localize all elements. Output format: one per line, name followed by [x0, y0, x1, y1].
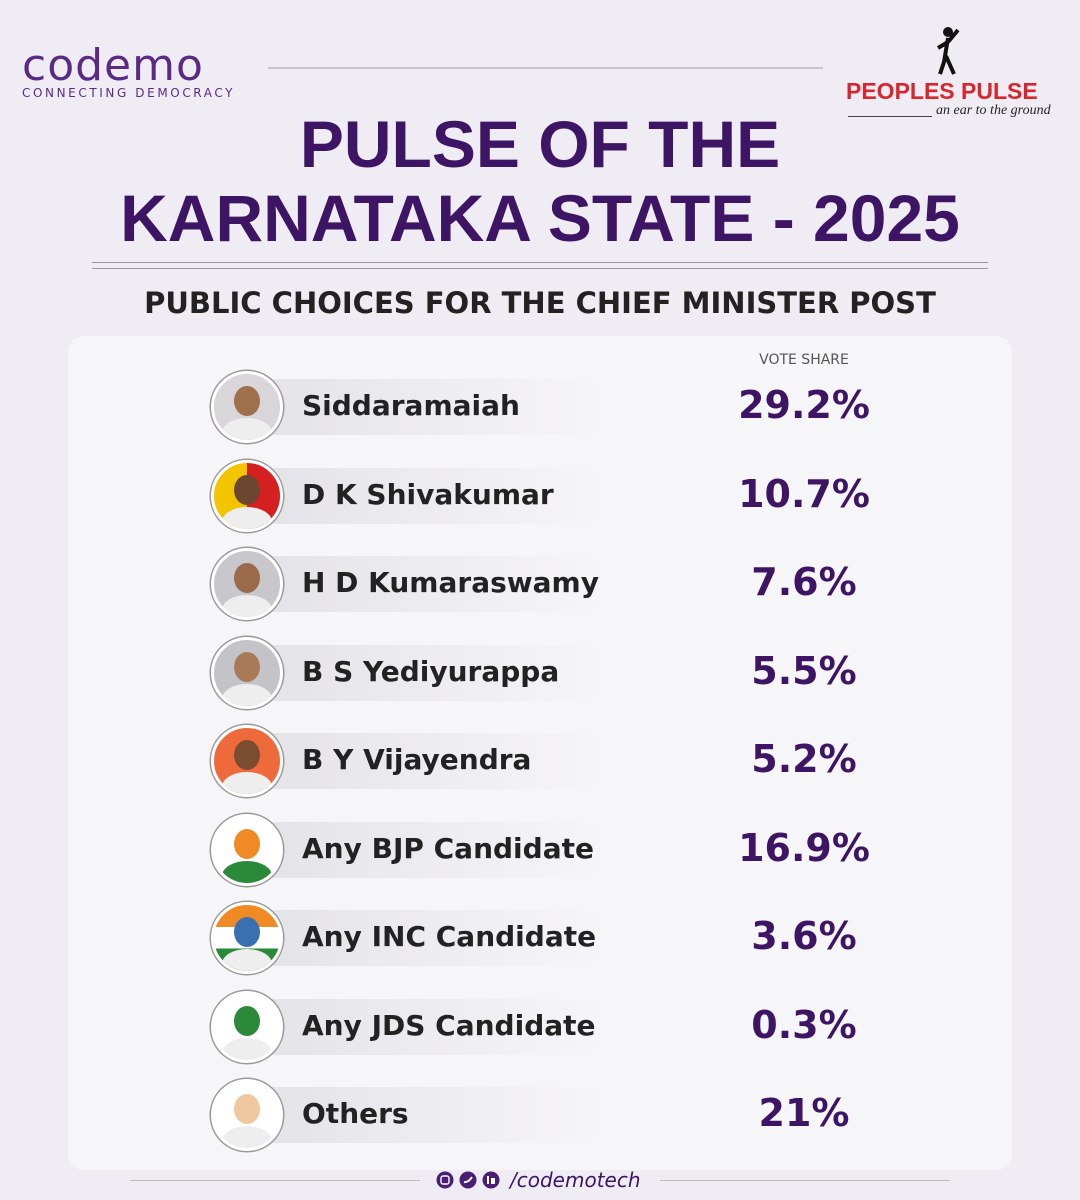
social-handle: /codemotech: [510, 1168, 641, 1192]
avatar-figure: [222, 949, 272, 971]
column-header: VOTE SHARE: [759, 352, 849, 368]
title-line: PULSE OF THE: [299, 107, 781, 181]
row-pill: [262, 467, 602, 524]
vote-share: 5.2%: [751, 737, 857, 781]
vote-share: 5.5%: [751, 648, 857, 693]
row-pill: [262, 821, 602, 878]
candidate-name: Any BJP Candidate: [302, 831, 594, 865]
row-pill: [262, 379, 602, 435]
candidate-name: Siddaramaiah: [302, 389, 520, 422]
vote-share: 0.3%: [751, 1002, 857, 1047]
candidate-name: Others: [302, 1097, 409, 1130]
candidate-name: B Y Vijayendra: [302, 743, 532, 776]
social-icons: [436, 1171, 500, 1189]
avatar: [211, 1079, 283, 1151]
vote-share: 21%: [758, 1091, 850, 1135]
row-pill: [262, 1087, 602, 1143]
avatar-figure: [222, 772, 272, 794]
divider: [92, 262, 988, 269]
avatar: [211, 548, 283, 620]
title-line: KARNATAKA STATE - 2025: [120, 181, 960, 255]
candidate-name: Any INC Candidate: [302, 920, 597, 953]
vote-share: 3.6%: [751, 914, 857, 958]
avatar-figure: [234, 1094, 260, 1124]
divider: [660, 1180, 950, 1181]
avatar-figure: [234, 651, 260, 682]
vote-share: 10.7%: [738, 471, 870, 516]
vote-share: 29.2%: [738, 383, 870, 427]
row-pill: [262, 733, 602, 789]
partner-icon: [936, 27, 960, 75]
row-pill: [262, 910, 602, 966]
avatar: [211, 902, 283, 974]
divider: [130, 1180, 420, 1181]
avatar-figure: [222, 860, 272, 883]
avatar-figure: [234, 563, 260, 593]
candidate-name: B S Yediyurappa: [302, 654, 560, 688]
avatar: [211, 636, 283, 709]
avatar-figure: [234, 740, 260, 770]
partner-tagline: an ear to the ground: [936, 103, 1051, 118]
divider: [848, 116, 932, 117]
avatar: [211, 459, 283, 532]
vote-share: 7.6%: [751, 560, 857, 604]
avatar-figure: [222, 1126, 272, 1148]
avatar: [211, 371, 283, 443]
avatar-figure: [234, 917, 260, 947]
candidate-name: Any JDS Candidate: [302, 1008, 596, 1042]
avatar: [211, 990, 283, 1063]
row-pill: [262, 998, 602, 1055]
avatar-figure: [222, 595, 272, 617]
avatar-figure: [222, 418, 272, 440]
avatar-figure: [222, 683, 272, 706]
avatar-figure: [222, 1037, 272, 1060]
divider: [268, 67, 823, 69]
avatar-figure: [234, 828, 260, 859]
brand-tagline: CONNECTING DEMOCRACY: [22, 86, 236, 100]
partner-logo: PEOPLES PULSE: [846, 78, 1038, 104]
avatar-figure: [234, 386, 260, 416]
row-pill: [262, 644, 602, 701]
vote-share: 16.9%: [738, 825, 870, 870]
candidate-name: D K Shivakumar: [302, 477, 554, 511]
subtitle: PUBLIC CHOICES FOR THE CHIEF MINISTER PO…: [144, 286, 936, 320]
avatar-figure: [234, 1005, 260, 1036]
brand-logo: codemo: [22, 40, 204, 91]
avatar-figure: [234, 474, 260, 505]
avatar-figure: [222, 506, 272, 529]
row-pill: [262, 556, 602, 612]
avatar: [211, 813, 283, 886]
avatar: [211, 725, 283, 797]
candidate-name: H D Kumaraswamy: [302, 566, 599, 599]
